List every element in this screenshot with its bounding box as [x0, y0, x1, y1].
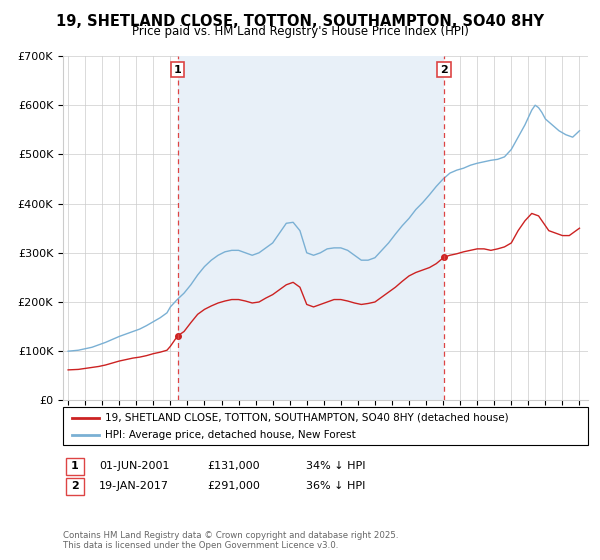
Text: 36% ↓ HPI: 36% ↓ HPI	[306, 481, 365, 491]
Text: 1: 1	[173, 64, 181, 74]
Text: 2: 2	[440, 64, 448, 74]
Text: £131,000: £131,000	[207, 461, 260, 471]
Text: Contains HM Land Registry data © Crown copyright and database right 2025.
This d: Contains HM Land Registry data © Crown c…	[63, 530, 398, 550]
Text: 1: 1	[71, 461, 79, 471]
Text: 19, SHETLAND CLOSE, TOTTON, SOUTHAMPTON, SO40 8HY (detached house): 19, SHETLAND CLOSE, TOTTON, SOUTHAMPTON,…	[105, 413, 509, 423]
Text: 19-JAN-2017: 19-JAN-2017	[99, 481, 169, 491]
Text: 19, SHETLAND CLOSE, TOTTON, SOUTHAMPTON, SO40 8HY: 19, SHETLAND CLOSE, TOTTON, SOUTHAMPTON,…	[56, 14, 544, 29]
Text: 2: 2	[71, 481, 79, 491]
Bar	[178, 56, 444, 400]
Text: 01-JUN-2001: 01-JUN-2001	[99, 461, 170, 471]
Text: £291,000: £291,000	[207, 481, 260, 491]
Text: 34% ↓ HPI: 34% ↓ HPI	[306, 461, 365, 471]
Text: Price paid vs. HM Land Registry's House Price Index (HPI): Price paid vs. HM Land Registry's House …	[131, 25, 469, 38]
Text: HPI: Average price, detached house, New Forest: HPI: Average price, detached house, New …	[105, 430, 356, 440]
